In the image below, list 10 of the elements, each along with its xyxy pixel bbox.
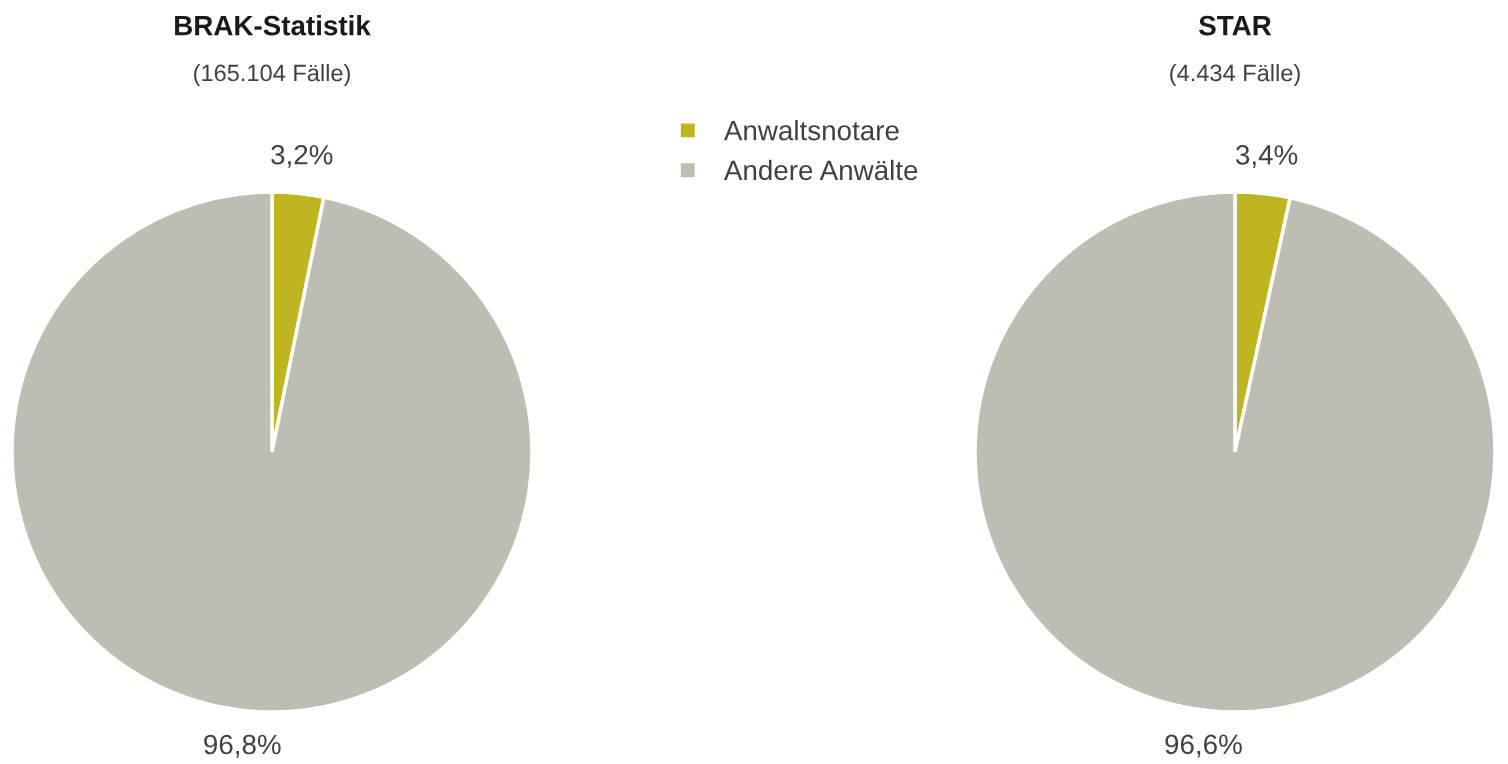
chart-title: BRAK-Statistik: [175, 15, 371, 36]
data-label: 96,8%: [204, 734, 281, 758]
chart-subtitle: (165.104 Fälle): [194, 64, 350, 86]
data-label: 3,2%: [271, 144, 333, 168]
legend-label: Anwaltsnotare: [723, 120, 899, 141]
data-label: 3,4%: [1236, 145, 1298, 169]
chart-subtitle: (4.434 Fälle): [1170, 64, 1300, 86]
legend-label: Andere Anwälte: [723, 159, 918, 181]
data-label: 96,6%: [1165, 734, 1242, 758]
chart-title: STAR: [1199, 15, 1272, 36]
